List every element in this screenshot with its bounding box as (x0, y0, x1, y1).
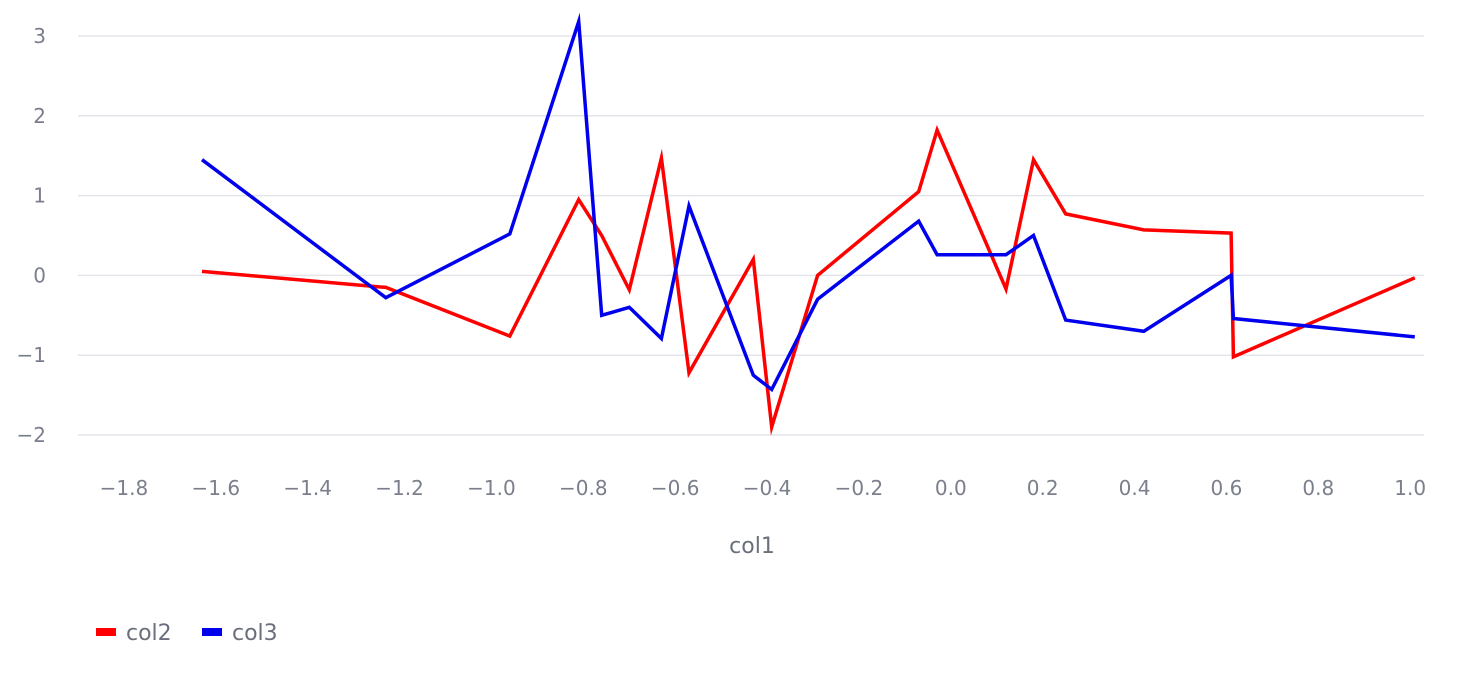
y-tick-label: 3 (33, 24, 46, 48)
x-tick-label: −0.6 (651, 476, 700, 500)
legend-item-col2: col2 (96, 621, 172, 646)
gridlines (78, 35, 1424, 436)
y-axis-ticks: 3 2 1 0 −1 −2 (17, 24, 46, 447)
legend-label: col3 (232, 621, 278, 646)
series-lines (200, 12, 1416, 436)
x-tick-label: 0.4 (1119, 476, 1151, 500)
y-tick-label: −1 (17, 343, 46, 367)
x-tick-label: −1.0 (467, 476, 516, 500)
legend-item-col3: col3 (202, 621, 278, 646)
x-tick-label: 0.8 (1302, 476, 1334, 500)
legend-label: col2 (126, 621, 172, 646)
legend-swatch (96, 628, 116, 636)
x-tick-label: −0.4 (743, 476, 792, 500)
x-axis-title: col1 (729, 534, 775, 559)
x-tick-label: 0.2 (1027, 476, 1059, 500)
y-tick-label: 0 (33, 263, 46, 287)
x-tick-label: 0.0 (935, 476, 967, 500)
x-tick-label: −0.2 (835, 476, 884, 500)
x-tick-label: −1.2 (375, 476, 424, 500)
x-axis-ticks: −1.8 −1.6 −1.4 −1.2 −1.0 −0.8 −0.6 −0.4 −0.2 0.0 0… (100, 476, 1426, 500)
legend: col2 col3 (96, 621, 278, 646)
series-line-col3 (200, 12, 1415, 393)
series-line-col2 (201, 125, 1416, 436)
y-tick-label: 2 (33, 104, 46, 128)
x-tick-label: −1.4 (283, 476, 332, 500)
y-tick-label: −2 (17, 423, 46, 447)
y-tick-label: 1 (33, 184, 46, 208)
legend-swatch (202, 628, 222, 636)
x-tick-label: 1.0 (1394, 476, 1426, 500)
x-tick-label: −1.8 (100, 476, 149, 500)
x-tick-label: −1.6 (192, 476, 241, 500)
x-tick-label: −0.8 (559, 476, 608, 500)
x-tick-label: 0.6 (1211, 476, 1243, 500)
